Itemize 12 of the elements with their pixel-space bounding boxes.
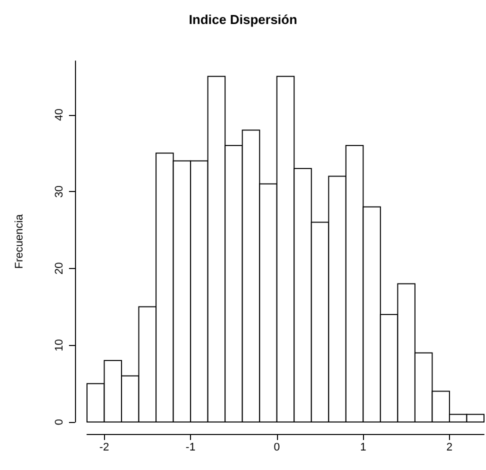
x-tick-label: 0 [274, 442, 280, 454]
x-tick-label: 1 [360, 442, 366, 454]
x-tick-label: -1 [186, 442, 196, 454]
y-tick-label: 20 [54, 262, 66, 275]
y-tick-label: 0 [54, 418, 66, 426]
y-axis-title: Frecuencia [14, 213, 26, 269]
y-tick-label: 10 [54, 339, 66, 352]
y-tick-label: 40 [54, 108, 66, 121]
x-tick-label: -2 [99, 442, 110, 454]
x-tick-label: 2 [446, 442, 453, 454]
chart-title: Indice Dispersión [188, 12, 298, 27]
y-tick-label: 30 [54, 185, 66, 198]
